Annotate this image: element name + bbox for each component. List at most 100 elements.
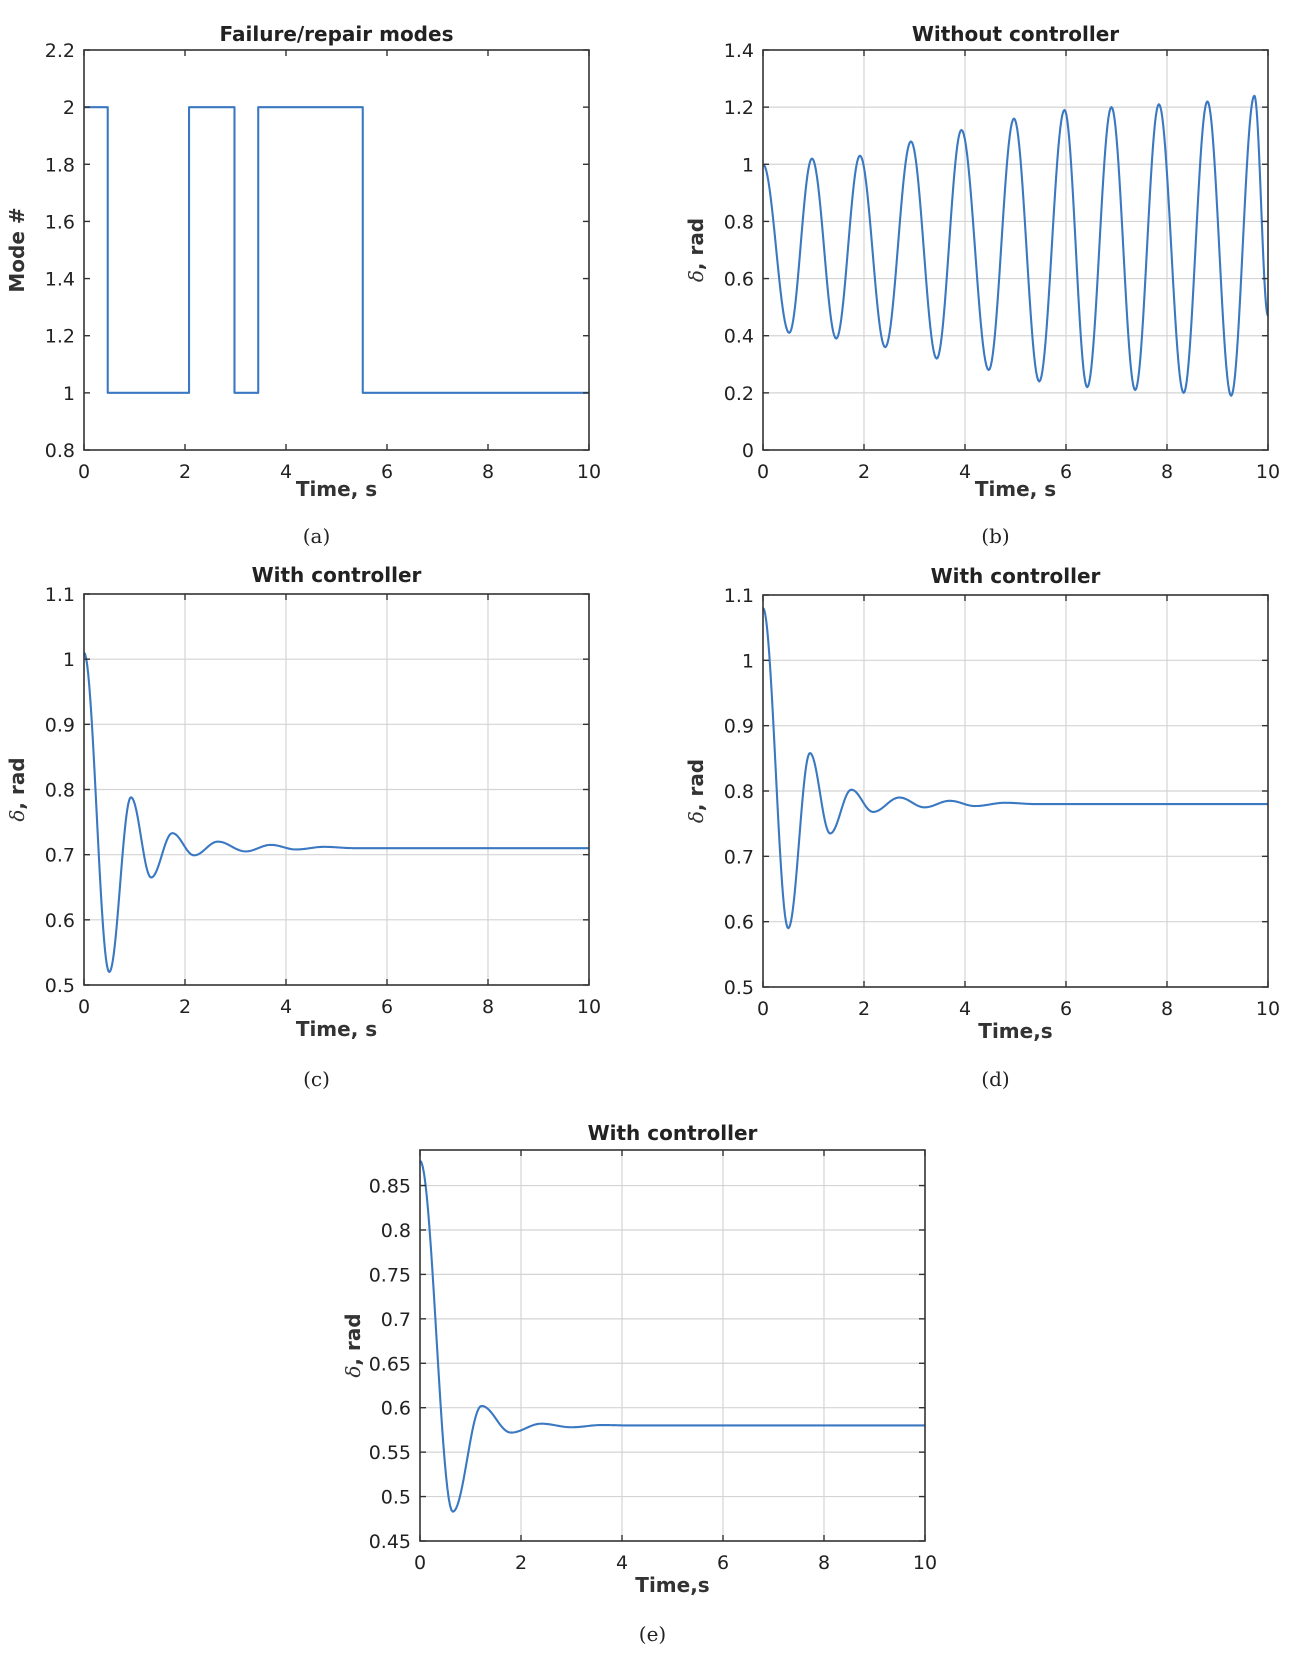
x-tick-label: 4 [959, 461, 971, 483]
chart-panel-a: 0 2 4 6 8 10 0.8 1 1.2 1.4 1.6 1.8 2 2.2 Failure/repai… [5, 22, 601, 548]
delta-symbol: δ [341, 1366, 365, 1378]
x-tick-label: 2 [858, 461, 870, 483]
x-axis-label: Time, s [975, 477, 1056, 501]
y-tick-label: 0.65 [369, 1353, 411, 1375]
plot-frame [762, 49, 1269, 451]
x-axis-label: Time,s [635, 1573, 709, 1597]
y-axis-label: δ, rad [684, 218, 708, 282]
y-axis-label: δ, rad [684, 759, 708, 823]
chart-title: With controller [252, 563, 422, 587]
y-axis-label: δ, rad [341, 1313, 365, 1377]
y-tick-label: 0.5 [381, 1487, 411, 1509]
y-axis-label-text: , rad [5, 757, 29, 809]
x-tick-label: 10 [577, 461, 601, 483]
x-tick-label: 4 [280, 996, 292, 1018]
y-tick-label: 1.2 [45, 326, 75, 348]
y-tick-label: 1.8 [45, 154, 75, 176]
y-tick-label: 1 [742, 650, 754, 672]
x-tick-label: 8 [1161, 461, 1173, 483]
y-tick-label: 1.4 [724, 40, 754, 62]
y-tick-label: 0.9 [724, 716, 754, 738]
series-line-a [84, 106, 589, 394]
y-tick-label: 1.4 [45, 269, 75, 291]
y-axis-label: δ, rad [5, 757, 29, 821]
x-tick-label: 2 [179, 996, 191, 1018]
y-tick-label: 0.8 [724, 781, 754, 803]
chart-title: Failure/repair modes [220, 22, 454, 46]
x-tick-label: 8 [482, 996, 494, 1018]
y-axis-label-text: , rad [341, 1313, 365, 1365]
x-tick-label: 4 [280, 461, 292, 483]
x-tick-label: 10 [913, 1552, 937, 1574]
y-tick-label: 0 [742, 440, 754, 462]
x-tick-label: 0 [757, 461, 769, 483]
x-tick-label: 6 [717, 1552, 729, 1574]
y-tick-label: 0.6 [45, 910, 75, 932]
y-axis-label-text: , rad [684, 218, 708, 270]
y-tick-label: 0.45 [369, 1531, 411, 1553]
chart-panel-c: 0 2 4 6 8 10 0.5 0.6 0.7 0.8 0.9 1 1.1 With controlle… [5, 563, 601, 1091]
y-tick-label: 0.6 [381, 1398, 411, 1420]
x-tick-label: 10 [1256, 461, 1280, 483]
x-tick-label: 6 [381, 996, 393, 1018]
y-tick-label: 0.5 [724, 977, 754, 999]
y-tick-label: 0.4 [724, 326, 754, 348]
x-tick-label: 4 [959, 998, 971, 1020]
y-tick-label: 1.1 [45, 584, 75, 606]
x-tick-label: 0 [757, 998, 769, 1020]
series-line-c [83, 652, 589, 974]
plot-frame [83, 49, 590, 451]
y-tick-label: 0.8 [381, 1220, 411, 1242]
series-line-d [762, 607, 1268, 930]
y-tick-label: 0.5 [45, 975, 75, 997]
chart-panel-e: 0 2 4 6 8 10 0.45 0.5 0.55 0.6 0.65 0.7 0.75 0.8 0.85 W… [341, 1121, 937, 1646]
y-tick-label: 2.2 [45, 40, 75, 62]
y-tick-label: 1 [742, 154, 754, 176]
x-tick-label: 6 [1060, 461, 1072, 483]
x-tick-label: 2 [515, 1552, 527, 1574]
y-tick-label: 2 [63, 97, 75, 119]
x-tick-label: 0 [78, 461, 90, 483]
panel-caption: (a) [303, 524, 331, 548]
y-tick-label: 1.1 [724, 585, 754, 607]
y-axis-label: Mode # [5, 207, 29, 292]
y-tick-label: 0.55 [369, 1442, 411, 1464]
y-tick-label: 0.7 [381, 1309, 411, 1331]
x-tick-label: 6 [1060, 998, 1072, 1020]
plot-frame [419, 1149, 926, 1542]
y-tick-label: 0.8 [45, 780, 75, 802]
x-axis-label: Time, s [296, 1017, 377, 1041]
x-tick-label: 8 [482, 461, 494, 483]
x-axis-label: Time, s [296, 477, 377, 501]
y-tick-label: 0.7 [45, 845, 75, 867]
panel-caption: (e) [639, 1622, 666, 1646]
y-tick-label: 0.8 [724, 211, 754, 233]
y-tick-label: 1 [63, 649, 75, 671]
chart-title: With controller [588, 1121, 758, 1145]
x-tick-label: 4 [616, 1552, 628, 1574]
y-tick-label: 0.7 [724, 846, 754, 868]
x-tick-label: 8 [1161, 998, 1173, 1020]
y-tick-label: 0.9 [45, 714, 75, 736]
x-tick-label: 2 [858, 998, 870, 1020]
delta-symbol: δ [5, 810, 29, 822]
x-tick-label: 10 [577, 996, 601, 1018]
delta-symbol: δ [684, 811, 708, 823]
panel-caption: (c) [303, 1067, 330, 1091]
y-tick-label: 1 [63, 383, 75, 405]
y-tick-label: 0.75 [369, 1264, 411, 1286]
x-tick-label: 6 [381, 461, 393, 483]
chart-title: Without controller [912, 22, 1119, 46]
series-line-e [419, 1159, 925, 1513]
x-tick-label: 10 [1256, 998, 1280, 1020]
x-tick-label: 8 [818, 1552, 830, 1574]
y-tick-label: 0.85 [369, 1176, 411, 1198]
y-tick-label: 1.2 [724, 97, 754, 119]
chart-panel-d: 0 2 4 6 8 10 0.5 0.6 0.7 0.8 0.9 1 1.1 With controlle… [684, 564, 1280, 1091]
x-tick-label: 0 [414, 1552, 426, 1574]
x-axis-label: Time,s [978, 1019, 1052, 1043]
y-tick-label: 0.6 [724, 269, 754, 291]
y-tick-label: 1.6 [45, 211, 75, 233]
chart-panel-b: 0 2 4 6 8 10 0 0.2 0.4 0.6 0.8 1 1.2 1.4 Without contr… [684, 22, 1280, 548]
